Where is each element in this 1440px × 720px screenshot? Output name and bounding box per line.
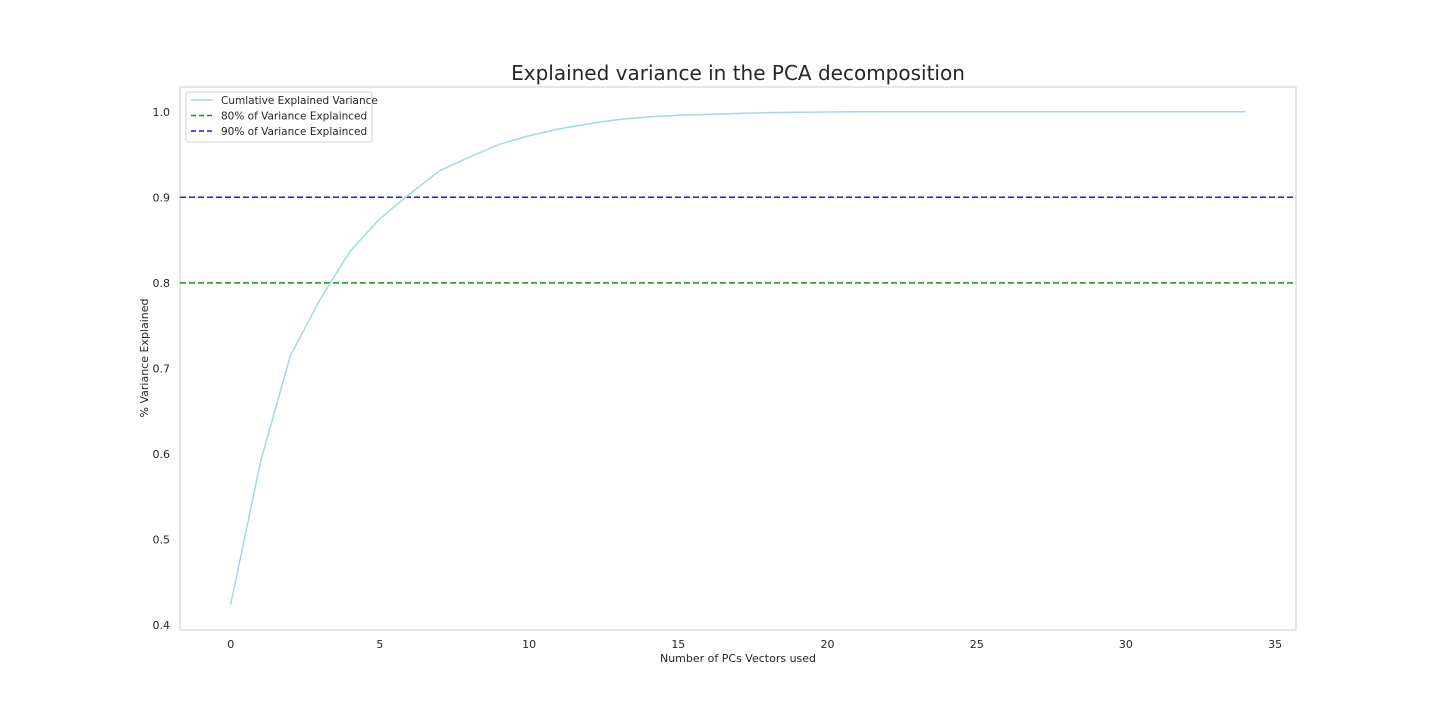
x-tick-label: 10 xyxy=(522,638,536,651)
chart-title: Explained variance in the PCA decomposit… xyxy=(511,61,965,85)
x-tick-labels: 0 5 10 15 20 25 30 35 xyxy=(227,638,1282,651)
y-tick-label: 0.6 xyxy=(153,448,171,461)
y-tick-label: 0.4 xyxy=(153,619,171,632)
series-line xyxy=(229,111,1246,605)
y-tick-label: 1.0 xyxy=(153,106,171,119)
y-tick-label: 0.9 xyxy=(153,191,171,204)
y-tick-labels: 0.4 0.5 0.6 0.7 0.8 0.9 1.0 xyxy=(153,106,171,632)
x-tick-label: 20 xyxy=(821,638,835,651)
series-lines xyxy=(229,111,1246,605)
x-tick-label: 25 xyxy=(970,638,984,651)
y-axis-title: % Variance Explained xyxy=(138,299,151,418)
legend-box xyxy=(185,91,373,143)
y-tick-label: 0.7 xyxy=(153,362,171,375)
plot-area xyxy=(179,86,1297,631)
x-tick-label: 30 xyxy=(1119,638,1133,651)
legend-label: 90% of Variance Explainced xyxy=(221,126,367,138)
x-tick-label: 35 xyxy=(1268,638,1282,651)
x-tick-label: 15 xyxy=(671,638,685,651)
legend-label: Cumlative Explained Variance xyxy=(221,95,378,107)
reference-lines xyxy=(180,196,1296,284)
legend: Cumlative Explained Variance 80% of Varia… xyxy=(185,91,378,143)
x-axis-title: Number of PCs Vectors used xyxy=(660,652,816,665)
legend-label: 80% of Variance Explainced xyxy=(221,111,367,123)
x-tick-label: 5 xyxy=(376,638,383,651)
y-tick-label: 0.5 xyxy=(153,533,171,546)
x-tick-label: 0 xyxy=(227,638,234,651)
y-tick-label: 0.8 xyxy=(153,277,171,290)
